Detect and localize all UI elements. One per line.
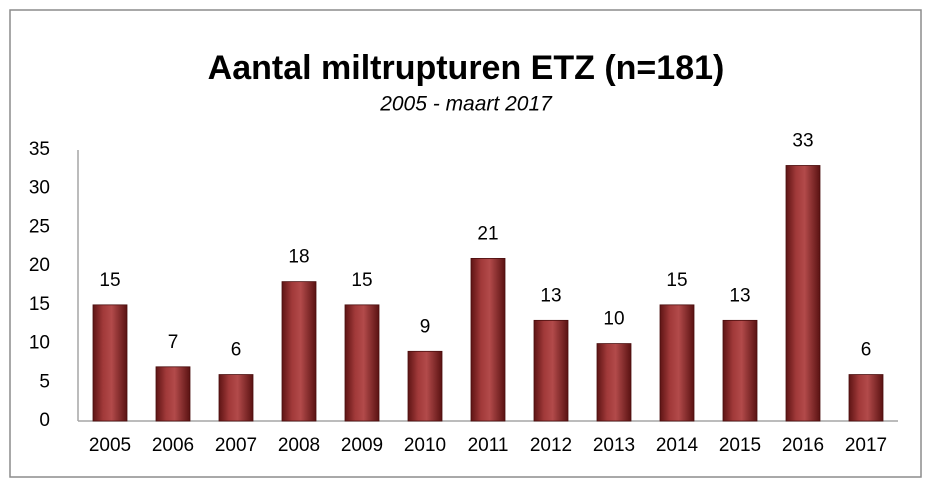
bar — [92, 304, 128, 422]
x-tick-label: 2013 — [593, 435, 635, 456]
x-tick-label: 2017 — [845, 435, 887, 456]
data-label: 6 — [861, 340, 872, 361]
bar — [659, 304, 695, 422]
bar — [470, 257, 506, 422]
data-label: 9 — [420, 316, 431, 337]
bar — [596, 343, 632, 422]
data-label: 6 — [231, 340, 242, 361]
x-tick-label: 2016 — [782, 435, 824, 456]
bar — [407, 350, 443, 422]
data-label: 13 — [540, 285, 561, 306]
data-label: 15 — [666, 270, 687, 291]
y-tick-label: 0 — [39, 410, 50, 431]
data-label: 13 — [729, 285, 750, 306]
y-tick-label: 35 — [29, 139, 50, 160]
y-tick-label: 25 — [29, 216, 50, 237]
data-label: 15 — [351, 270, 372, 291]
bar — [533, 319, 569, 422]
x-tick-label: 2009 — [341, 435, 383, 456]
x-tick-label: 2014 — [656, 435, 699, 456]
bar — [281, 281, 317, 422]
x-tick-label: 2012 — [530, 435, 572, 456]
data-label: 21 — [477, 223, 498, 244]
data-label: 18 — [288, 247, 309, 268]
y-tick-label: 30 — [29, 178, 50, 199]
y-tick-label: 20 — [29, 255, 50, 276]
y-tick-label: 10 — [29, 333, 50, 354]
data-label: 10 — [603, 309, 624, 330]
bar — [785, 165, 821, 422]
chart-title: Aantal miltrupturen ETZ (n=181) — [208, 49, 725, 87]
y-tick-label: 5 — [39, 371, 50, 392]
bar — [155, 366, 191, 422]
x-tick-label: 2006 — [152, 435, 194, 456]
x-tick-label: 2015 — [719, 435, 761, 456]
data-label: 33 — [792, 131, 813, 152]
bar — [848, 374, 884, 422]
x-tick-label: 2008 — [278, 435, 320, 456]
data-label: 7 — [168, 332, 179, 353]
y-tick-label: 15 — [29, 294, 50, 315]
x-tick-label: 2007 — [215, 435, 257, 456]
bar — [344, 304, 380, 422]
x-tick-label: 2005 — [89, 435, 131, 456]
bar — [722, 319, 758, 422]
x-tick-label: 2010 — [404, 435, 446, 456]
chart-subtitle: 2005 - maart 2017 — [379, 93, 553, 116]
x-tick-label: 2011 — [468, 435, 509, 456]
bar — [218, 374, 254, 422]
data-label: 15 — [99, 270, 120, 291]
